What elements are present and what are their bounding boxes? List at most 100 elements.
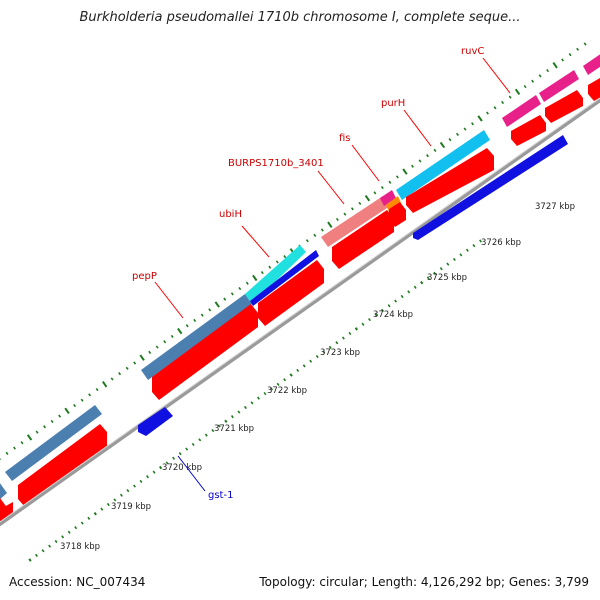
minor-tick bbox=[374, 313, 378, 317]
gene-label-ubiH[interactable]: ubiH bbox=[219, 209, 242, 220]
minor-tick bbox=[268, 265, 272, 269]
major-tick bbox=[101, 381, 108, 388]
ruler-label-3723: 3723 kbp bbox=[320, 348, 360, 358]
cds-arrow[interactable] bbox=[588, 78, 600, 101]
minor-tick bbox=[433, 148, 437, 152]
major-tick bbox=[26, 434, 33, 441]
major-tick bbox=[64, 407, 70, 414]
minor-tick bbox=[275, 260, 279, 264]
minor-tick bbox=[139, 479, 143, 483]
minor-tick bbox=[126, 489, 130, 493]
accession-label: Accession: NC_007434 bbox=[9, 575, 146, 589]
inner-ruler-labels: 3718 kbp 3719 kbp 3720 kbp 3721 kbp 3722… bbox=[60, 202, 575, 552]
major-tick bbox=[552, 62, 558, 69]
minor-tick bbox=[508, 95, 512, 99]
major-tick bbox=[327, 221, 333, 228]
minor-tick bbox=[381, 308, 385, 312]
minor-tick bbox=[48, 544, 52, 548]
minor-tick bbox=[302, 364, 306, 368]
ruler-label-3725: 3725 kbp bbox=[427, 273, 467, 283]
minor-tick bbox=[198, 438, 202, 442]
minor-tick bbox=[230, 292, 234, 296]
major-tick bbox=[28, 558, 32, 562]
ruler-label-3719: 3719 kbp bbox=[111, 502, 151, 512]
minor-tick bbox=[185, 324, 189, 328]
minor-tick bbox=[178, 452, 182, 456]
cds-reverse-track bbox=[138, 135, 568, 436]
minor-tick bbox=[185, 447, 189, 451]
minor-tick bbox=[113, 498, 117, 502]
ruler-label-3721: 3721 kbp bbox=[214, 424, 254, 434]
minor-tick bbox=[208, 308, 212, 312]
gene-block-fis-b[interactable] bbox=[386, 196, 401, 212]
minor-tick bbox=[61, 535, 65, 539]
minor-tick bbox=[576, 47, 580, 51]
minor-tick bbox=[270, 387, 274, 391]
gene-block-ruvC-b[interactable] bbox=[539, 70, 579, 102]
gene-block-ruvC-a[interactable] bbox=[502, 95, 541, 127]
minor-tick bbox=[155, 345, 159, 349]
gene-label-BURPS1710b_3401[interactable]: BURPS1710b_3401 bbox=[228, 158, 324, 169]
cds-arrow[interactable] bbox=[332, 210, 394, 269]
cds-arrow-reverse[interactable] bbox=[413, 135, 568, 240]
callout-line-ubiH bbox=[241, 225, 270, 258]
minor-tick bbox=[368, 318, 371, 322]
cds-arrow[interactable] bbox=[545, 90, 583, 123]
minor-tick bbox=[110, 377, 114, 381]
gene-block[interactable] bbox=[5, 405, 102, 481]
minor-tick bbox=[223, 297, 227, 301]
cds-arrow-gst-1[interactable] bbox=[138, 407, 173, 436]
minor-tick bbox=[119, 493, 123, 497]
cds-arrow[interactable] bbox=[18, 424, 107, 507]
gene-block-ubiH-upper[interactable] bbox=[245, 245, 306, 304]
gene-block-pepP[interactable] bbox=[141, 294, 252, 380]
gene-block-ubiH-lower[interactable] bbox=[250, 250, 319, 306]
minor-tick bbox=[283, 255, 287, 259]
minor-tick bbox=[361, 322, 365, 326]
gene-block-BURPS1710b_3401[interactable] bbox=[321, 196, 390, 247]
major-tick bbox=[139, 354, 145, 361]
cds-arrow[interactable] bbox=[406, 148, 494, 213]
major-tick bbox=[402, 168, 408, 175]
cds-arrow[interactable] bbox=[258, 260, 324, 326]
chromosome-backbone-highlight bbox=[0, 97, 600, 523]
minor-tick bbox=[245, 281, 249, 285]
cds-arrow[interactable] bbox=[389, 202, 406, 227]
gene-label-ruvC[interactable]: ruvC bbox=[461, 46, 484, 57]
minor-tick bbox=[58, 414, 62, 418]
gene-block-ruvC-c[interactable] bbox=[583, 51, 600, 75]
minor-tick bbox=[67, 530, 71, 534]
gene-block-purH[interactable] bbox=[396, 130, 490, 200]
minor-tick bbox=[35, 553, 38, 557]
minor-tick bbox=[463, 127, 467, 131]
minor-tick bbox=[313, 233, 317, 237]
gene-label-fis[interactable]: fis bbox=[339, 133, 351, 144]
major-tick bbox=[354, 327, 359, 331]
minor-tick bbox=[486, 111, 489, 115]
minor-tick bbox=[452, 257, 456, 262]
minor-tick bbox=[546, 68, 550, 73]
minor-tick bbox=[335, 217, 339, 222]
genome-summary-label: Topology: circular; Length: 4,126,292 bp… bbox=[259, 575, 589, 589]
callout-line-gst-1 bbox=[177, 455, 206, 492]
minor-tick bbox=[165, 461, 169, 465]
major-tick bbox=[439, 141, 446, 149]
gene-block-fis-a[interactable] bbox=[380, 190, 396, 206]
minor-tick bbox=[426, 276, 430, 280]
minor-tick bbox=[193, 318, 197, 323]
minor-tick bbox=[465, 248, 469, 252]
gene-label-gst-1[interactable]: gst-1 bbox=[208, 490, 233, 501]
gene-label-pepP[interactable]: pepP bbox=[132, 271, 157, 282]
minor-tick bbox=[172, 456, 176, 460]
ruler-label-3722: 3722 kbp bbox=[267, 386, 307, 396]
minor-tick bbox=[305, 239, 309, 243]
gene-label-purH[interactable]: purH bbox=[381, 98, 405, 109]
minor-tick bbox=[95, 387, 99, 392]
cds-arrow[interactable] bbox=[511, 115, 546, 146]
minor-tick bbox=[335, 341, 339, 345]
cds-arrow[interactable] bbox=[152, 304, 258, 400]
gene-block[interactable] bbox=[0, 479, 7, 502]
minor-tick bbox=[407, 290, 411, 294]
